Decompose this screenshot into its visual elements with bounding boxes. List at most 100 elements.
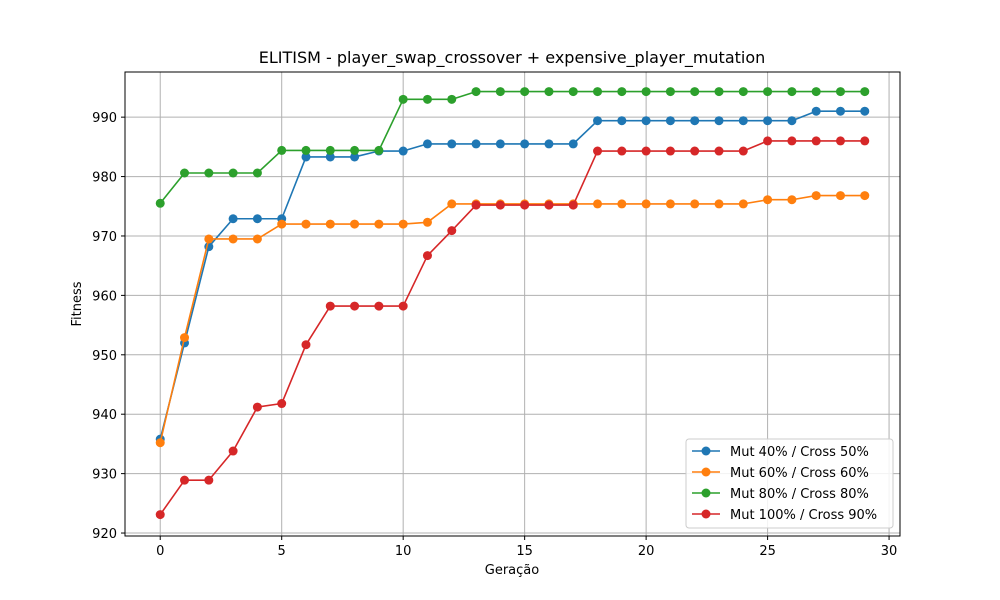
data-point [593,199,603,209]
data-point [665,116,675,126]
data-point [204,168,214,178]
data-point [398,219,408,229]
data-point [787,87,797,97]
data-point [568,200,578,210]
data-point [325,219,335,229]
data-point [204,234,214,244]
legend-swatch-marker [701,467,711,477]
x-tick-label: 20 [638,544,655,559]
plot-frame [124,71,901,537]
data-point [495,200,505,210]
x-tick-label: 0 [156,544,164,559]
legend-label: Mut 60% / Cross 60% [730,466,869,481]
data-point [471,87,481,97]
axis-ticks: 0 5 10 15 20 25 30 920 930 940 950 960 970 980 990 [92,111,897,559]
data-point [301,145,311,155]
data-point [738,146,748,156]
y-tick-label: 920 [92,527,117,542]
data-point [325,152,335,162]
data-point [641,199,651,209]
data-point [422,217,432,227]
x-tick-label: 30 [881,544,898,559]
data-point [228,214,238,224]
data-point [520,139,530,149]
data-point [398,146,408,156]
y-tick-label: 970 [92,230,117,245]
data-point [665,87,675,97]
data-point [787,195,797,205]
data-point [811,87,821,97]
data-point [568,87,578,97]
x-tick-label: 15 [516,544,533,559]
data-point [763,195,773,205]
data-point [350,145,360,155]
data-point [690,199,700,209]
series-layer [155,87,870,520]
data-point [641,116,651,126]
data-point [860,106,870,116]
data-point [350,152,360,162]
legend-item: Mut 100% / Cross 90% [692,508,877,523]
x-axis-title: Geração [485,563,539,578]
data-point [593,116,603,126]
data-point [447,94,457,104]
data-point [398,301,408,311]
data-point [374,145,384,155]
data-point [714,146,724,156]
legend-item: Mut 60% / Cross 60% [692,466,869,481]
data-point [544,139,554,149]
data-point [252,168,262,178]
data-point [835,106,845,116]
data-point [277,399,287,409]
data-point [252,214,262,224]
data-point [495,139,505,149]
series-1 [155,106,870,444]
data-point [350,301,360,311]
y-tick-label: 990 [92,111,117,126]
data-point [301,152,311,162]
data-point [495,87,505,97]
data-point [641,146,651,156]
data-point [155,198,165,208]
data-point [544,200,554,210]
data-point [277,145,287,155]
data-point [325,301,335,311]
data-point [665,146,675,156]
chart-title: ELITISM - player_swap_crossover + expens… [259,48,766,68]
data-point [155,438,165,448]
data-point [447,139,457,149]
data-point [228,234,238,244]
data-point [252,402,262,412]
data-point [180,168,190,178]
data-point [763,136,773,146]
data-point [787,136,797,146]
data-point [835,191,845,201]
y-tick-label: 940 [92,408,117,423]
data-point [738,199,748,209]
data-point [860,136,870,146]
data-point [374,219,384,229]
legend-item: Mut 80% / Cross 80% [692,487,869,502]
data-point [155,510,165,520]
series-3 [155,87,870,208]
data-point [835,136,845,146]
data-point [641,87,651,97]
legend-swatch-marker [701,488,711,498]
data-point [714,199,724,209]
data-point [811,106,821,116]
data-point [520,200,530,210]
data-point [835,87,845,97]
data-point [374,301,384,311]
data-point [593,87,603,97]
data-point [422,94,432,104]
data-point [180,333,190,343]
data-point [471,200,481,210]
legend-label: Mut 100% / Cross 90% [730,508,877,523]
data-point [617,116,627,126]
data-point [860,191,870,201]
data-point [690,87,700,97]
x-tick-label: 25 [759,544,776,559]
y-tick-label: 930 [92,468,117,483]
y-axis-title: Fitness [70,281,85,326]
